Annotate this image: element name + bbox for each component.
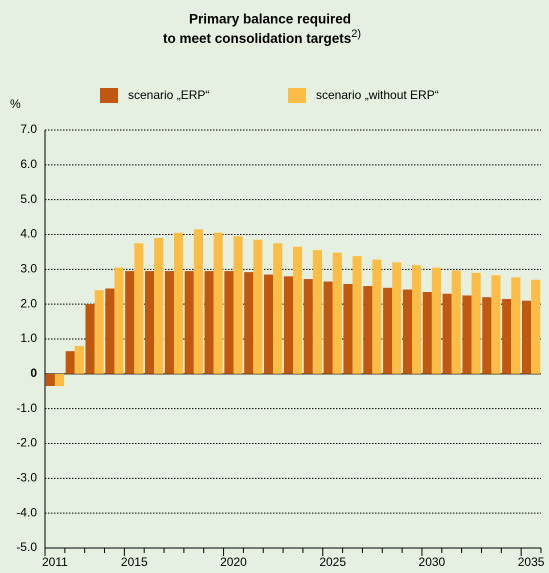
bar — [74, 345, 84, 374]
bar — [363, 286, 373, 374]
bar — [224, 271, 234, 374]
bar — [422, 291, 432, 374]
y-tick-label: -3.0 — [16, 471, 37, 485]
bar — [482, 297, 492, 374]
bar — [213, 232, 223, 374]
bar — [114, 267, 124, 374]
legend-label: scenario „without ERP“ — [316, 88, 439, 102]
bar — [94, 290, 104, 374]
y-axis-label: % — [10, 97, 21, 111]
x-tick-label: 2020 — [220, 555, 247, 569]
bar — [402, 289, 413, 374]
legend-label: scenario „ERP“ — [128, 88, 209, 102]
bar — [154, 237, 164, 374]
x-tick-label: 2035 — [518, 555, 545, 569]
bar — [253, 239, 263, 374]
bar — [442, 293, 452, 374]
bar — [312, 250, 322, 374]
y-tick-label: -2.0 — [16, 436, 37, 450]
bar — [531, 279, 541, 374]
x-tick-label: 2015 — [121, 555, 148, 569]
bar — [273, 243, 283, 374]
chart-title: Primary balance required — [189, 12, 351, 27]
bar — [303, 279, 313, 374]
chart-title: to meet consolidation targets2) — [163, 28, 361, 46]
chart-title-line: to meet consolidation targets — [163, 31, 351, 46]
y-tick-label: -5.0 — [16, 540, 37, 554]
y-tick-label: -4.0 — [16, 505, 37, 519]
bar — [65, 351, 75, 374]
bar — [521, 300, 532, 374]
bar — [431, 267, 442, 374]
y-tick-label: -1.0 — [16, 401, 37, 415]
bar — [293, 246, 303, 374]
bar — [491, 275, 501, 374]
legend-swatch — [288, 88, 306, 103]
y-tick-label: 3.0 — [20, 262, 37, 276]
bar — [323, 281, 333, 374]
bar — [193, 229, 203, 374]
y-tick-label: 6.0 — [20, 157, 37, 171]
y-tick-label: 0 — [30, 366, 37, 380]
bar — [244, 272, 254, 374]
bar — [134, 243, 144, 374]
bar — [412, 265, 422, 374]
y-tick-label: 2.0 — [20, 296, 37, 310]
x-tick-label: 2011 — [42, 555, 68, 569]
bar — [173, 232, 184, 374]
bar — [105, 288, 115, 374]
bar — [471, 272, 481, 374]
bar — [233, 236, 243, 374]
bar — [184, 271, 194, 374]
y-tick-label: 4.0 — [20, 227, 37, 241]
bar — [264, 274, 274, 374]
bar — [383, 287, 393, 374]
bar — [54, 373, 65, 387]
y-tick-label: 7.0 — [20, 122, 37, 136]
bar — [502, 298, 512, 374]
bar — [392, 262, 402, 374]
x-tick-label: 2030 — [419, 555, 446, 569]
bar — [45, 373, 55, 387]
legend-swatch — [100, 88, 118, 103]
y-tick-label: 1.0 — [20, 331, 37, 345]
bar — [85, 304, 95, 374]
bar — [511, 277, 521, 374]
bar — [352, 256, 362, 374]
chart-title-note: 2) — [351, 28, 361, 40]
bar — [204, 271, 214, 374]
y-tick-label: 5.0 — [20, 192, 37, 206]
bar — [332, 252, 342, 374]
bar — [451, 270, 461, 374]
bar — [343, 283, 353, 374]
bar — [125, 271, 135, 374]
bar — [372, 259, 382, 374]
bar — [164, 271, 174, 374]
x-tick-label: 2025 — [319, 555, 346, 569]
bar — [144, 271, 155, 374]
bar — [462, 295, 472, 374]
bar — [283, 276, 293, 374]
